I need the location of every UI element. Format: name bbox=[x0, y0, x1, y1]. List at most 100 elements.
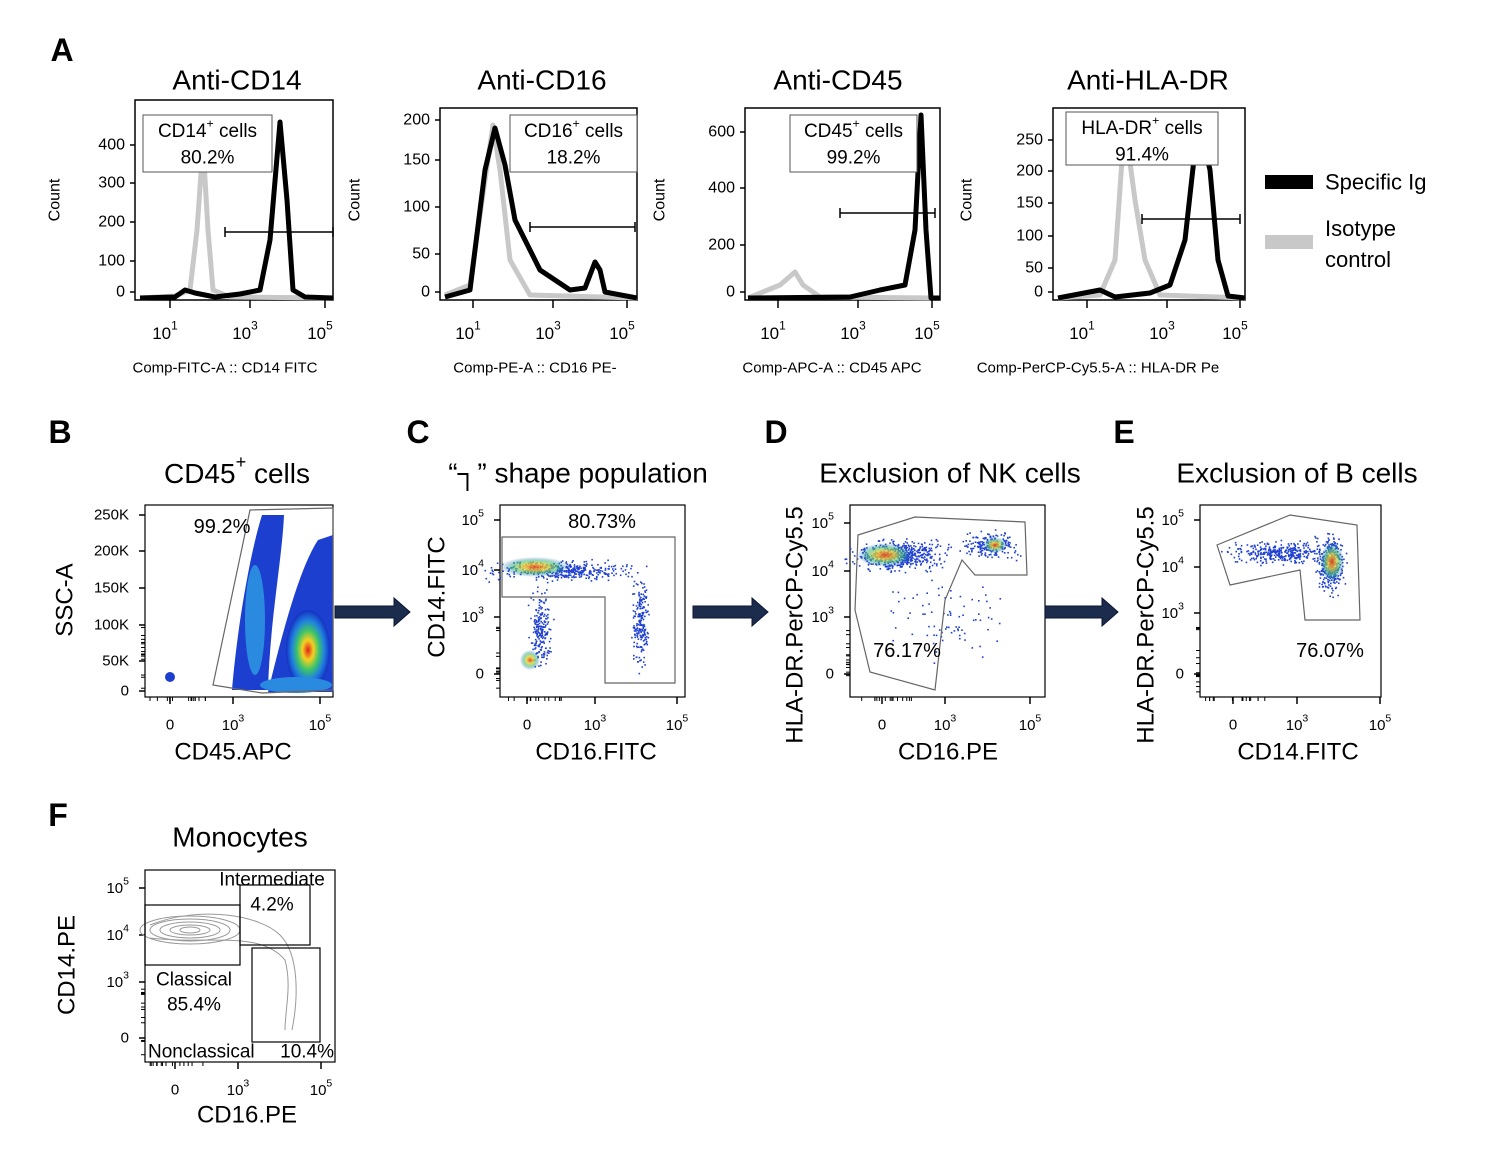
text-part: 3 bbox=[243, 1077, 249, 1089]
event-dot bbox=[1291, 556, 1293, 558]
event-dot bbox=[567, 569, 569, 572]
event-dot bbox=[589, 573, 591, 575]
event-dot bbox=[633, 630, 636, 632]
event-dot bbox=[613, 574, 615, 577]
event-dot bbox=[926, 554, 928, 556]
event-dot bbox=[978, 541, 980, 544]
y-tick-label: 104 bbox=[811, 558, 834, 579]
event-dot bbox=[976, 537, 979, 539]
event-dot bbox=[1235, 550, 1237, 553]
event-dot bbox=[1299, 549, 1302, 551]
event-dot bbox=[537, 620, 540, 623]
event-dot bbox=[637, 572, 639, 574]
specific-curve bbox=[444, 125, 638, 301]
event-dot bbox=[974, 541, 977, 543]
axis-rug bbox=[141, 627, 206, 701]
event-dot bbox=[636, 623, 638, 625]
event-dot bbox=[941, 566, 944, 569]
y-tick-label: 103 bbox=[1161, 600, 1184, 621]
event-dot bbox=[1323, 582, 1326, 584]
event-dot bbox=[635, 628, 638, 631]
text-part: 3 bbox=[251, 318, 258, 332]
text-part: 5 bbox=[1385, 712, 1391, 724]
event-dot bbox=[1263, 552, 1266, 555]
event-dot bbox=[578, 568, 580, 571]
event-dot bbox=[549, 647, 551, 649]
event-dot bbox=[928, 553, 930, 555]
event-dot bbox=[984, 548, 986, 551]
event-dot bbox=[541, 630, 544, 633]
event-dot bbox=[604, 562, 606, 564]
event-dot bbox=[1297, 543, 1299, 545]
event-dot bbox=[639, 599, 642, 601]
event-dot bbox=[1271, 550, 1274, 553]
axis-rug bbox=[1196, 626, 1266, 701]
event-dot bbox=[485, 577, 488, 580]
event-dot bbox=[995, 554, 998, 556]
event-dot bbox=[1330, 582, 1332, 585]
event-dot bbox=[567, 576, 570, 579]
event-dot bbox=[994, 529, 997, 531]
text-part: 10 bbox=[461, 609, 478, 626]
event-dot bbox=[538, 622, 541, 625]
event-dot bbox=[924, 613, 926, 615]
event-dot bbox=[1310, 551, 1312, 553]
event-dot bbox=[1305, 551, 1308, 553]
event-dot bbox=[641, 614, 644, 617]
event-dot bbox=[534, 630, 537, 633]
event-dot bbox=[1346, 562, 1348, 564]
event-dot bbox=[935, 651, 938, 653]
event-dot bbox=[971, 598, 973, 601]
event-dot bbox=[1297, 547, 1300, 549]
event-dot bbox=[644, 596, 647, 598]
event-dot bbox=[541, 654, 543, 656]
y-tick-label: 600 bbox=[708, 124, 735, 141]
event-dot bbox=[1291, 552, 1294, 554]
event-dot bbox=[1262, 553, 1264, 555]
event-dot bbox=[562, 574, 565, 577]
event-dot bbox=[580, 567, 582, 569]
gate-percent: 85.4% bbox=[167, 995, 221, 1016]
plot-title: Anti-CD16 bbox=[477, 65, 606, 96]
event-dot bbox=[643, 633, 646, 636]
x-tick-label: 103 bbox=[227, 1077, 250, 1098]
event-dot bbox=[565, 571, 568, 573]
event-dot bbox=[633, 625, 635, 627]
event-dot bbox=[909, 566, 911, 568]
event-dot bbox=[546, 631, 549, 634]
event-dot bbox=[933, 559, 935, 561]
event-dot bbox=[535, 621, 538, 624]
event-dot bbox=[867, 564, 870, 566]
event-dot bbox=[947, 547, 950, 549]
text-part: CD45 bbox=[804, 121, 853, 142]
event-dot bbox=[1322, 581, 1324, 584]
event-dot bbox=[639, 628, 641, 631]
contours bbox=[139, 913, 297, 1031]
event-dot bbox=[1295, 556, 1298, 559]
event-dot bbox=[637, 607, 639, 609]
event-dot bbox=[584, 564, 587, 567]
event-dot bbox=[890, 610, 893, 612]
event-dot bbox=[918, 549, 920, 552]
density bbox=[520, 650, 540, 670]
event-dot bbox=[1319, 549, 1321, 552]
event-dot bbox=[894, 570, 896, 572]
event-dot bbox=[950, 597, 952, 599]
event-dot bbox=[1015, 544, 1017, 546]
event-dot bbox=[541, 622, 544, 624]
event-dot bbox=[1280, 551, 1283, 554]
event-dot bbox=[903, 543, 905, 545]
event-dot bbox=[1293, 552, 1296, 554]
y-tick-label: 50 bbox=[1025, 260, 1043, 277]
event-dot bbox=[1278, 552, 1281, 555]
event-dot bbox=[1004, 532, 1006, 535]
x-tick-label: 103 bbox=[222, 712, 245, 733]
event-dot bbox=[923, 552, 925, 555]
event-dot bbox=[545, 662, 547, 665]
event-dot bbox=[645, 589, 648, 591]
gate-box bbox=[509, 114, 638, 173]
event-dot bbox=[491, 569, 493, 572]
event-dot bbox=[927, 553, 929, 556]
event-dot bbox=[1256, 555, 1259, 557]
event-dot bbox=[576, 570, 579, 573]
